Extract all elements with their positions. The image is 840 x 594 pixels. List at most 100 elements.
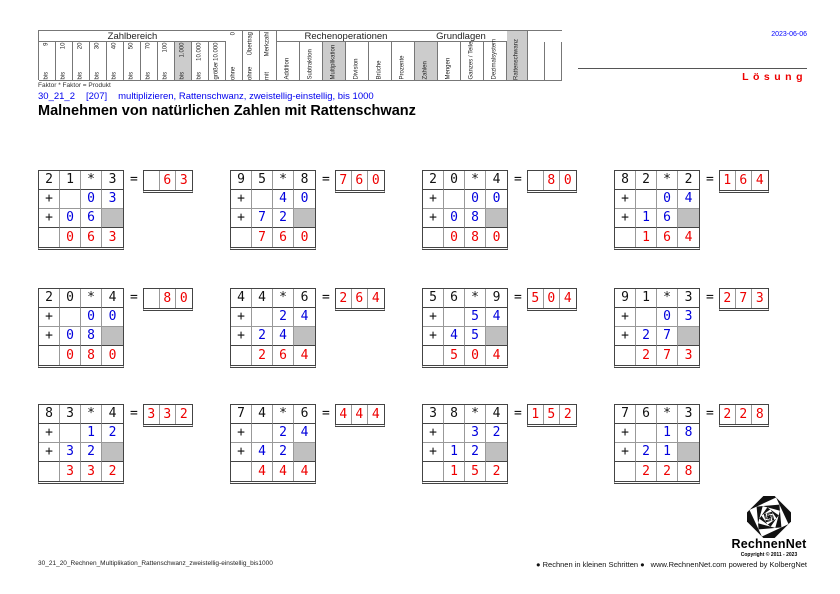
factor-digit: 5 xyxy=(252,171,273,190)
header-column-label: Ganzes / Teile xyxy=(465,41,480,80)
partial-digit: 0 xyxy=(657,190,678,209)
carry-placeholder-cell xyxy=(294,327,315,346)
plus-sign: + xyxy=(423,190,444,209)
header-column-label: Addition xyxy=(281,43,296,80)
header-column-label: bis 100 xyxy=(159,43,174,80)
carry-placeholder-cell xyxy=(294,209,315,228)
subtitle-ref: [207] xyxy=(85,91,108,102)
header-group-misc: Rattenschwanz xyxy=(507,31,562,81)
header-column-bis-10: bis 10 xyxy=(56,42,73,81)
factor-digit: 7 xyxy=(231,405,252,424)
problem-2: 9 5 * 8 +4 0 +7 2 7 6 0 = 7 6 0 xyxy=(230,170,385,250)
factor-digit: 9 xyxy=(615,289,636,308)
header-column-label: Subtraktion xyxy=(304,43,319,80)
result-digit: 1 xyxy=(720,171,736,190)
result-digit: 0 xyxy=(544,289,560,308)
rattenschwanz-grid: 9 1 * 3 +0 3 +2 7 2 7 3 xyxy=(614,288,700,368)
partial-digit: 4 xyxy=(273,190,294,209)
partial-digit: 0 xyxy=(60,209,81,228)
carry-placeholder-cell xyxy=(486,443,507,462)
result-digit: 3 xyxy=(755,290,764,306)
rattenschwanz-grid: 5 6 * 9 +5 4 +4 5 5 0 4 xyxy=(422,288,508,368)
equals-sign: = xyxy=(130,406,138,421)
partial-digit: 2 xyxy=(636,443,657,462)
header-column-label-part: Ganzes / Teile xyxy=(468,41,475,80)
header-column-label-part: Übertrag xyxy=(247,31,254,55)
partial-digit: 4 xyxy=(486,308,507,327)
sum-digit xyxy=(615,228,636,247)
sum-digit: 0 xyxy=(60,228,81,247)
header-column-bis-20: bis 20 xyxy=(73,42,90,81)
sum-digit xyxy=(231,346,252,365)
partial-digit: 1 xyxy=(657,424,678,443)
header-column-bis-70: bis 70 xyxy=(141,42,158,81)
result-digit: 4 xyxy=(371,406,380,422)
partial-digit: 7 xyxy=(657,327,678,346)
sum-digit: 0 xyxy=(444,228,465,247)
factor-digit: 3 xyxy=(678,405,699,424)
partial-digit xyxy=(636,424,657,443)
header-column-bis-100: bis 100 xyxy=(158,42,175,81)
header-column-ohne-bertrag: ohne Übertrag xyxy=(243,31,260,81)
equals-sign: = xyxy=(706,406,714,421)
header-column-label: mit Merkzahl xyxy=(261,32,276,80)
solution-divider xyxy=(578,68,807,69)
result-digit: 4 xyxy=(755,172,764,188)
header-group-columns: bis 9 bis 10 bis 20 bis 30 bis 40 bis 50 bis 70 bis 100… xyxy=(39,42,226,81)
sum-digit: 5 xyxy=(465,462,486,481)
factor-digit: 6 xyxy=(294,405,315,424)
header-column-label: Mengen xyxy=(442,43,457,80)
factor-digit: 8 xyxy=(615,171,636,190)
header-column-label-part: Dezimalsystem xyxy=(491,38,498,80)
partial-digit: 0 xyxy=(444,209,465,228)
factor-digit: 3 xyxy=(60,405,81,424)
header-column-label-part: Subtraktion xyxy=(307,49,314,80)
sum-digit: 3 xyxy=(108,229,117,245)
partial-digit xyxy=(60,424,81,443)
header-column-label-part: bis xyxy=(43,71,50,80)
sum-digit xyxy=(231,462,252,481)
header-column-label-part: bis xyxy=(145,71,152,80)
problem-4: 8 2 * 2 +0 4 +1 6 1 6 4 = 1 6 4 xyxy=(614,170,769,250)
result-digit: 4 xyxy=(563,290,572,306)
equals-sign: = xyxy=(130,290,138,305)
equals-sign: = xyxy=(322,290,330,305)
times-sign: * xyxy=(657,289,678,308)
sum-digit: 7 xyxy=(657,346,678,365)
problem-10: 7 4 * 6 +2 4 +4 2 4 4 4 = 4 4 4 xyxy=(230,404,385,484)
sum-digit: 6 xyxy=(657,228,678,247)
factor-digit: 6 xyxy=(636,405,657,424)
partial-digit: 8 xyxy=(465,209,486,228)
sum-digit: 6 xyxy=(273,228,294,247)
rattenschwanz-grid: 9 5 * 8 +4 0 +7 2 7 6 0 xyxy=(230,170,316,250)
factor-digit: 6 xyxy=(294,289,315,308)
partial-digit: 0 xyxy=(60,327,81,346)
sum-digit: 4 xyxy=(273,462,294,481)
header-column-bis-9: bis 9 xyxy=(39,42,56,81)
factor-digit: 2 xyxy=(678,171,699,190)
problem-3: 2 0 * 4 +0 0 +0 8 0 8 0 = 8 0 xyxy=(422,170,577,250)
sum-digit: 7 xyxy=(252,228,273,247)
factor-digit: 3 xyxy=(102,171,123,190)
partial-digit: 6 xyxy=(81,209,102,228)
sum-digit: 8 xyxy=(684,463,693,479)
sum-digit: 0 xyxy=(492,229,501,245)
header-group-columns: Addition Subtraktion Multiplikation Divisio… xyxy=(277,42,415,81)
header-column-division: Division xyxy=(346,42,369,81)
equals-sign: = xyxy=(130,172,138,187)
header-column-ganzes-teile: Ganzes / Teile xyxy=(461,42,484,81)
factor-digit: 9 xyxy=(486,289,507,308)
partial-digit xyxy=(252,190,273,209)
plus-sign: + xyxy=(615,443,636,462)
header-column-prozente: Prozente xyxy=(392,42,415,81)
partial-digit xyxy=(444,190,465,209)
sum-digit xyxy=(231,228,252,247)
solution-label: Lösung xyxy=(742,71,807,83)
partial-digit: 2 xyxy=(273,209,294,228)
sum-digit: 1 xyxy=(636,228,657,247)
plus-sign: + xyxy=(39,209,60,228)
